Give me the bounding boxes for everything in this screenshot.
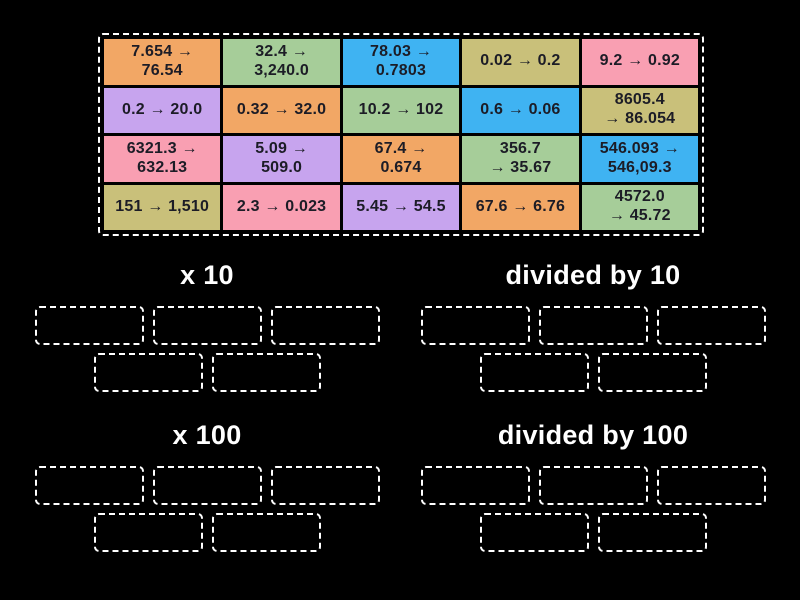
drop-slot[interactable] xyxy=(420,466,530,505)
sort-card[interactable]: 5.09 → 509.0 xyxy=(223,136,340,182)
sort-card[interactable]: 356.7 → 35.67 xyxy=(462,136,579,182)
sort-card[interactable]: 8605.4 → 86.054 xyxy=(581,87,698,133)
drop-slot[interactable] xyxy=(93,353,203,392)
drop-slot[interactable] xyxy=(597,353,707,392)
group-x10: x 10 xyxy=(34,258,380,392)
group-divided-by-10-title: divided by 10 xyxy=(505,260,681,290)
slot-row xyxy=(420,466,766,505)
drop-slot[interactable] xyxy=(34,466,144,505)
group-x10-title: x 10 xyxy=(180,260,234,290)
slot-row xyxy=(34,353,380,392)
slot-row xyxy=(34,466,380,505)
drop-slot[interactable] xyxy=(211,353,321,392)
sort-card[interactable]: 5.45 → 54.5 xyxy=(342,184,460,230)
drop-slot[interactable] xyxy=(656,306,766,345)
sort-card[interactable]: 6321.3 → 632.13 xyxy=(104,136,221,182)
sort-card[interactable]: 546.093 → 546,09.3 xyxy=(581,136,698,182)
drop-slot[interactable] xyxy=(479,353,589,392)
slot-row xyxy=(420,513,766,552)
slot-row xyxy=(34,513,380,552)
sort-card[interactable]: 67.6 → 6.76 xyxy=(462,184,579,230)
sort-card[interactable]: 2.3 → 0.023 xyxy=(223,184,340,230)
drop-slot[interactable] xyxy=(34,306,144,345)
sort-card[interactable]: 9.2 → 0.92 xyxy=(581,39,698,85)
card-pool-grid: 7.654 → 76.54 32.4 → 3,240.0 78.03 → 0.7… xyxy=(104,39,698,230)
drop-slot[interactable] xyxy=(270,466,380,505)
drop-slot[interactable] xyxy=(479,513,589,552)
sort-card[interactable]: 32.4 → 3,240.0 xyxy=(223,39,340,85)
sort-card[interactable]: 67.4 → 0.674 xyxy=(342,136,460,182)
drop-slot[interactable] xyxy=(152,306,262,345)
group-x100-title: x 100 xyxy=(172,420,242,450)
card-pool: 7.654 → 76.54 32.4 → 3,240.0 78.03 → 0.7… xyxy=(98,33,704,236)
sort-card[interactable]: 10.2 → 102 xyxy=(342,87,460,133)
group-divided-by-100: divided by 100 xyxy=(420,418,766,552)
sort-card[interactable]: 0.32 → 32.0 xyxy=(223,87,340,133)
sort-card[interactable]: 78.03 → 0.7803 xyxy=(342,39,460,85)
drop-slot[interactable] xyxy=(656,466,766,505)
slot-row xyxy=(420,353,766,392)
group-divided-by-10: divided by 10 xyxy=(420,258,766,392)
drop-slot[interactable] xyxy=(538,306,648,345)
drop-slot[interactable] xyxy=(597,513,707,552)
group-x100: x 100 xyxy=(34,418,380,552)
sort-card[interactable]: 151 → 1,510 xyxy=(104,184,221,230)
drop-slot[interactable] xyxy=(270,306,380,345)
sort-card[interactable]: 0.6 → 0.06 xyxy=(462,87,579,133)
drop-slot[interactable] xyxy=(152,466,262,505)
group-divided-by-100-title: divided by 100 xyxy=(497,420,689,450)
drop-slot[interactable] xyxy=(420,306,530,345)
slot-row xyxy=(34,306,380,345)
sort-card[interactable]: 0.02 → 0.2 xyxy=(462,39,579,85)
sort-card[interactable]: 7.654 → 76.54 xyxy=(104,39,221,85)
slot-row xyxy=(420,306,766,345)
drop-slot[interactable] xyxy=(538,466,648,505)
drop-slot[interactable] xyxy=(93,513,203,552)
sort-card[interactable]: 4572.0 → 45.72 xyxy=(581,184,698,230)
sort-card[interactable]: 0.2 → 20.0 xyxy=(104,87,221,133)
drop-slot[interactable] xyxy=(211,513,321,552)
